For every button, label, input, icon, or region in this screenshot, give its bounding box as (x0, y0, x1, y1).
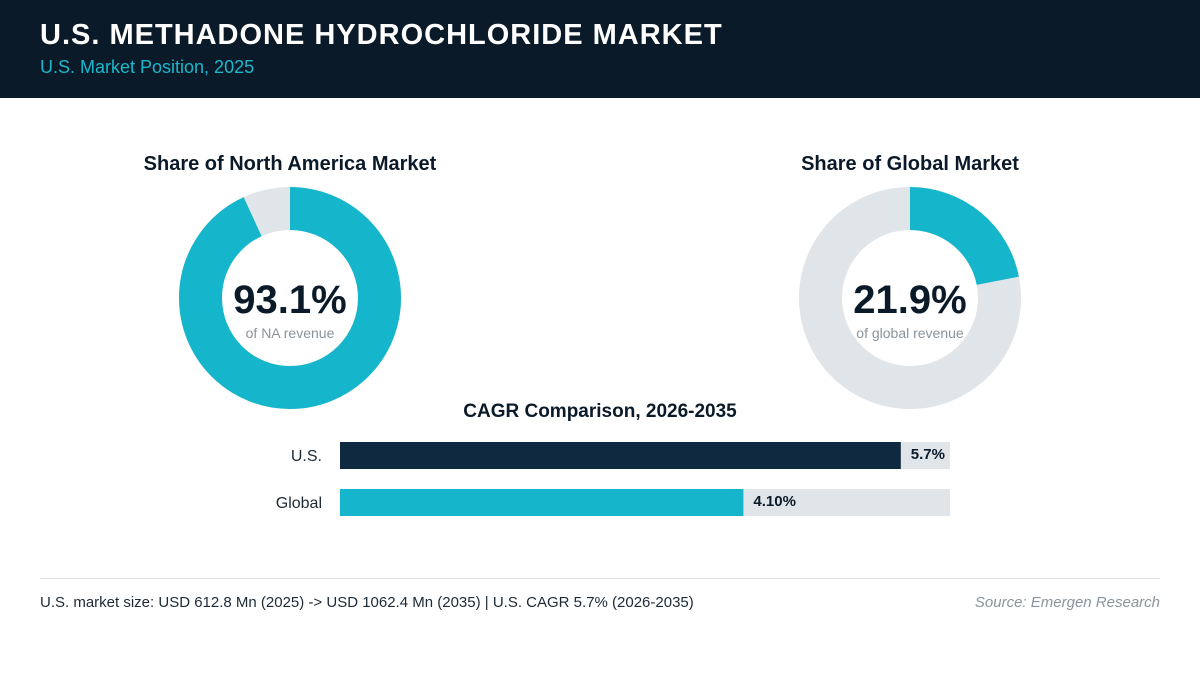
donut-value-global: 21.9% (853, 278, 966, 322)
bar-value-label-us: 5.7% (911, 446, 945, 463)
donut-chart-north-america: Share of North America Market 93.1% of N… (144, 153, 437, 409)
footer-summary: U.S. market size: USD 612.8 Mn (2025) ->… (40, 594, 694, 611)
charts-area: Share of North America Market 93.1% of N… (144, 153, 1021, 516)
donut-arc-global (799, 187, 1021, 409)
donut-caption-north-america: of NA revenue (246, 325, 335, 341)
bar-category-label-us: U.S. (291, 448, 322, 465)
cagr-bar-chart: CAGR Comparison, 2026-2035 U.S. 5.7% Glo… (276, 401, 950, 516)
bar-us (340, 442, 901, 469)
footer-source: Source: Emergen Research (974, 594, 1160, 611)
donut-value-north-america: 93.1% (233, 278, 346, 322)
page-title: U.S. METHADONE HYDROCHLORIDE MARKET (40, 19, 723, 51)
donut-title-global: Share of Global Market (801, 153, 1019, 175)
donut-title-north-america: Share of North America Market (144, 153, 437, 175)
bar-category-label-global: Global (276, 495, 322, 512)
footer-divider (40, 578, 1160, 579)
cagr-chart-title: CAGR Comparison, 2026-2035 (463, 401, 737, 422)
bar-global (340, 489, 744, 516)
donut-arc-north-america (179, 187, 401, 409)
donut-chart-global: Share of Global Market 21.9% of global r… (799, 153, 1021, 409)
header-banner: U.S. METHADONE HYDROCHLORIDE MARKET U.S.… (0, 0, 1200, 98)
bar-value-label-global: 4.10% (753, 493, 796, 510)
donut-caption-global: of global revenue (856, 325, 964, 341)
page-subtitle: U.S. Market Position, 2025 (40, 57, 255, 77)
